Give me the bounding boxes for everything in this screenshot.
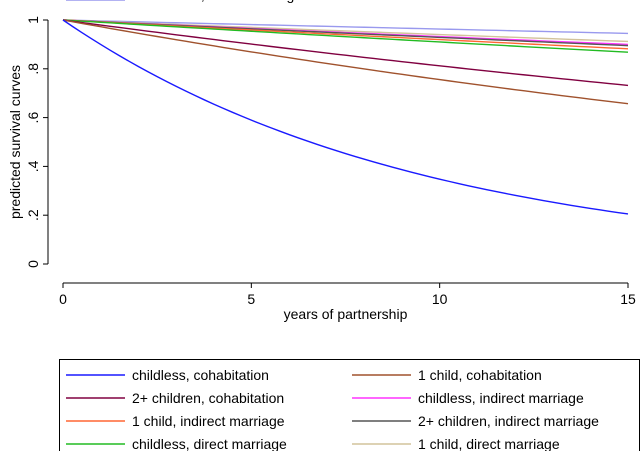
legend-label: 2+ children, direct marriage [132,0,302,3]
axes: 0.2.4.6.810 5 10 15 [25,16,636,307]
legend-label: 2+ children, cohabitation [132,390,284,406]
x-axis-label: years of partnership [284,306,408,322]
y-axis-label: predicted survival curves [7,65,23,219]
legend-label: 1 child, direct marriage [418,436,560,451]
series-line [62,19,629,47]
x-tick-label: 15 [620,291,636,307]
series-line [62,19,629,35]
series-line [62,19,629,87]
series-lines [62,19,629,215]
y-tick-label: 0 [25,260,41,268]
y-tick-label: .8 [25,63,41,75]
legend-label: 2+ children, indirect marriage [418,413,599,429]
x-tick-label: 0 [59,291,67,307]
legend-box [59,359,640,451]
series-line [62,19,629,215]
x-tick-label: 10 [432,291,448,307]
y-tick-label: 1 [25,16,41,24]
y-tick-label: .4 [25,160,41,172]
series-line [62,19,629,53]
legend-label: 1 child, indirect marriage [132,413,285,429]
legend-label: 1 child, cohabitation [418,367,542,383]
legend: childless, cohabitation 1 child, cohabita… [59,0,640,451]
legend-label: childless, indirect marriage [418,390,584,406]
legend-label: childless, cohabitation [132,367,269,383]
y-tick-label: .6 [25,112,41,124]
series-line [62,19,629,105]
x-tick-label: 5 [247,291,255,307]
legend-label: childless, direct marriage [132,436,287,451]
y-tick-label: .2 [25,209,41,221]
